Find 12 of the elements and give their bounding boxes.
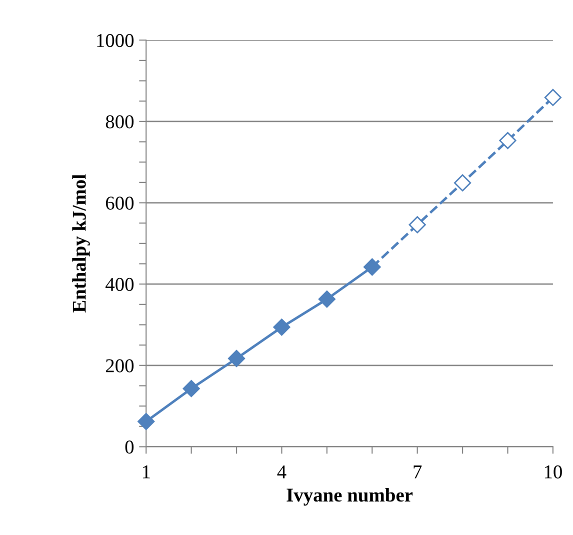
y-tick-label: 800	[106, 115, 134, 128]
x-tick-label: 4	[277, 465, 286, 478]
y-axis-title: Enthalpy kJ/mol	[72, 174, 90, 313]
y-tick-label: 1000	[97, 34, 134, 48]
x-tick-label: 1	[142, 465, 150, 478]
y-tick-label: 0	[125, 440, 134, 454]
y-tick-label: 600	[106, 196, 134, 210]
x-tick-label: 7	[414, 466, 422, 478]
x-tick-label: 10	[544, 465, 562, 478]
y-tick-label: 200	[106, 359, 134, 372]
y-tick-label: 400	[106, 278, 134, 292]
x-axis-title: Ivyane number	[286, 488, 413, 506]
